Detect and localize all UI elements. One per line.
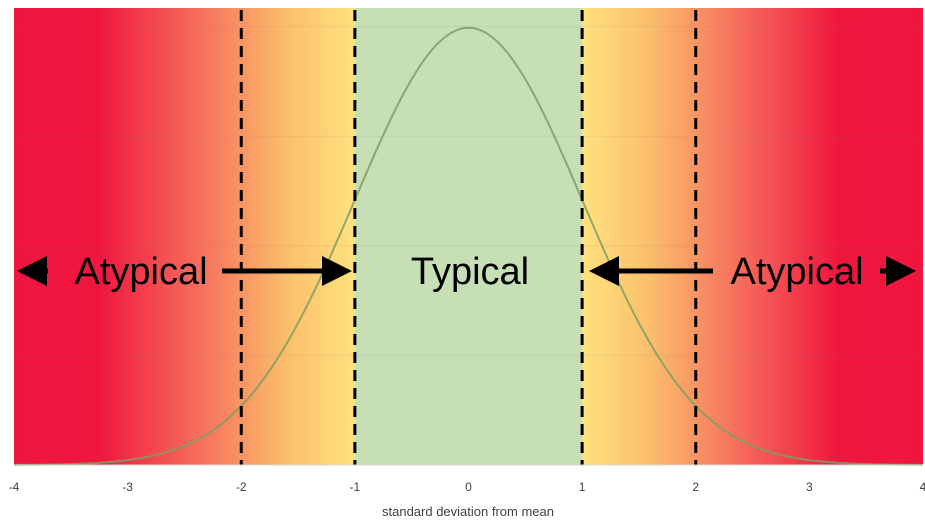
annotations: Atypical Typical Atypical [16, 251, 916, 293]
x-tick-label: -3 [122, 480, 133, 494]
label-atypical-right: Atypical [730, 251, 863, 293]
background-regions [14, 8, 923, 465]
gridlines [14, 26, 923, 356]
reference-lines [239, 10, 698, 465]
x-axis-ticks: -4 -3 -2 -1 0 1 2 3 4 [9, 480, 925, 494]
x-tick-label: 0 [465, 480, 472, 494]
region-band-2 [14, 8, 355, 465]
x-tick-label: -1 [350, 480, 361, 494]
region-band-1 [354, 8, 583, 465]
x-tick-label: -4 [9, 480, 20, 494]
x-tick-label: 3 [806, 480, 813, 494]
region-band-3 [582, 8, 923, 465]
label-atypical-left: Atypical [74, 251, 207, 293]
x-tick-label: -2 [236, 480, 247, 494]
x-tick-label: 1 [579, 480, 586, 494]
normal-curve [13, 26, 924, 466]
x-axis-title: standard deviation from mean [382, 504, 554, 519]
label-typical: Typical [411, 251, 529, 293]
x-tick-label: 2 [692, 480, 699, 494]
x-tick-label: 4 [920, 480, 925, 494]
curve-layer [13, 26, 924, 466]
